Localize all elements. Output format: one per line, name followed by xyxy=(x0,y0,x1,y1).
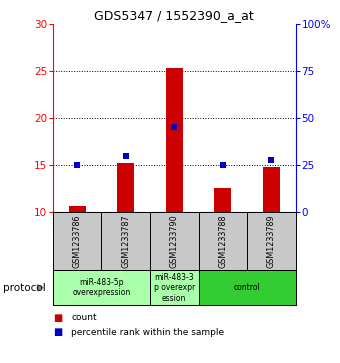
Bar xyxy=(68,206,86,212)
Text: ■: ■ xyxy=(53,313,62,323)
Point xyxy=(171,125,177,130)
Bar xyxy=(214,188,232,212)
Text: GSM1233787: GSM1233787 xyxy=(121,215,130,268)
Text: ■: ■ xyxy=(53,327,62,337)
Point xyxy=(74,162,80,168)
Bar xyxy=(199,270,296,305)
Text: GSM1233788: GSM1233788 xyxy=(218,215,227,268)
Text: miR-483-3
p overexpr
ession: miR-483-3 p overexpr ession xyxy=(154,273,195,303)
Text: percentile rank within the sample: percentile rank within the sample xyxy=(71,328,224,337)
Bar xyxy=(150,270,199,305)
Point xyxy=(269,156,274,162)
Text: protocol: protocol xyxy=(3,283,46,293)
Text: GSM1233789: GSM1233789 xyxy=(267,215,276,268)
Bar xyxy=(53,270,150,305)
Text: control: control xyxy=(234,283,260,292)
Title: GDS5347 / 1552390_a_at: GDS5347 / 1552390_a_at xyxy=(95,9,254,23)
Polygon shape xyxy=(37,284,44,292)
Point xyxy=(123,153,129,159)
Bar xyxy=(263,167,280,212)
Point xyxy=(220,162,226,168)
Bar xyxy=(117,163,134,212)
Text: GSM1233790: GSM1233790 xyxy=(170,215,179,268)
Text: count: count xyxy=(71,313,97,322)
Bar xyxy=(166,68,183,212)
Text: miR-483-5p
overexpression: miR-483-5p overexpression xyxy=(72,278,131,297)
Text: GSM1233786: GSM1233786 xyxy=(72,215,82,268)
